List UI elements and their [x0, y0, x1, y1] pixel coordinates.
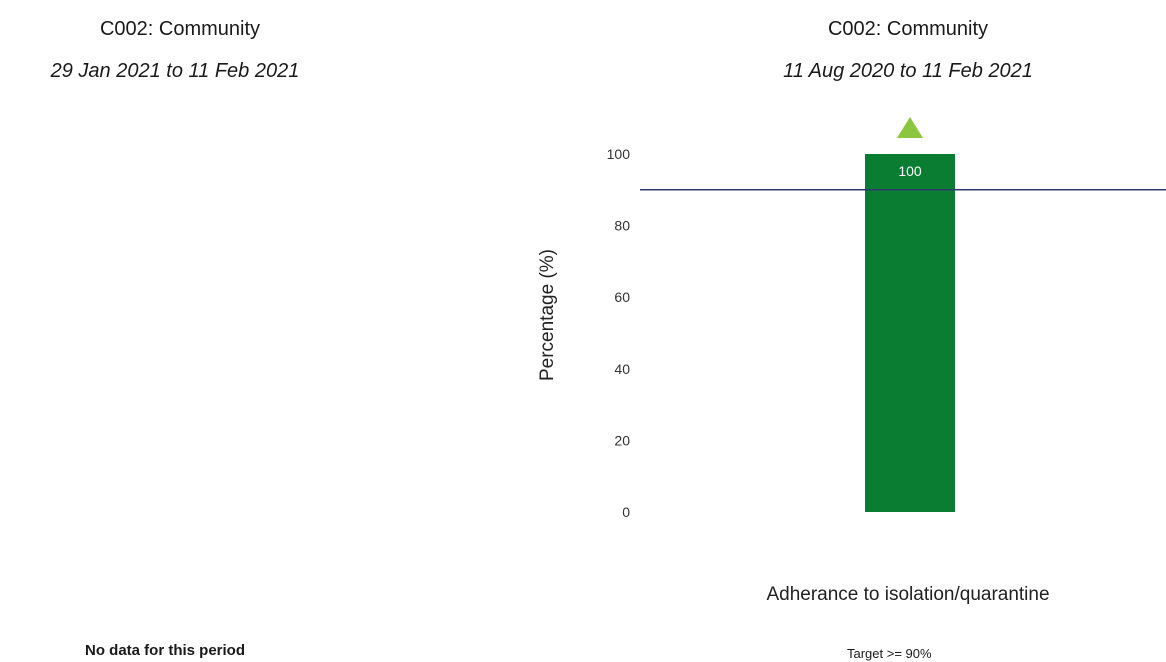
y-axis-ticks: 0 20 40 60 80 100: [607, 146, 631, 520]
y-tick-label: 80: [614, 218, 630, 234]
bars: 100: [865, 154, 955, 512]
bar-data-label: 100: [898, 163, 922, 179]
y-tick-label: 100: [607, 146, 631, 162]
right-panel-title: C002: Community: [827, 18, 989, 40]
bar: [865, 154, 955, 512]
left-panel-date-range: 29 Jan 2021 to 11 Feb 2021: [50, 60, 300, 82]
no-data-message: No data for this period: [85, 642, 246, 659]
x-axis-label: Adherance to isolation/quarantine: [766, 584, 1049, 605]
y-tick-label: 60: [614, 289, 630, 305]
left-panel-title: C002: Community: [99, 18, 261, 40]
up-trend-indicator-icon: [897, 117, 923, 138]
target-note: Target >= 90%: [847, 646, 932, 661]
y-tick-label: 20: [614, 432, 630, 448]
y-tick-label: 40: [614, 361, 630, 377]
y-tick-label: 0: [622, 504, 630, 520]
y-axis-label: Percentage (%): [537, 249, 558, 381]
right-panel-date-range: 11 Aug 2020 to 11 Feb 2021: [783, 60, 1033, 82]
